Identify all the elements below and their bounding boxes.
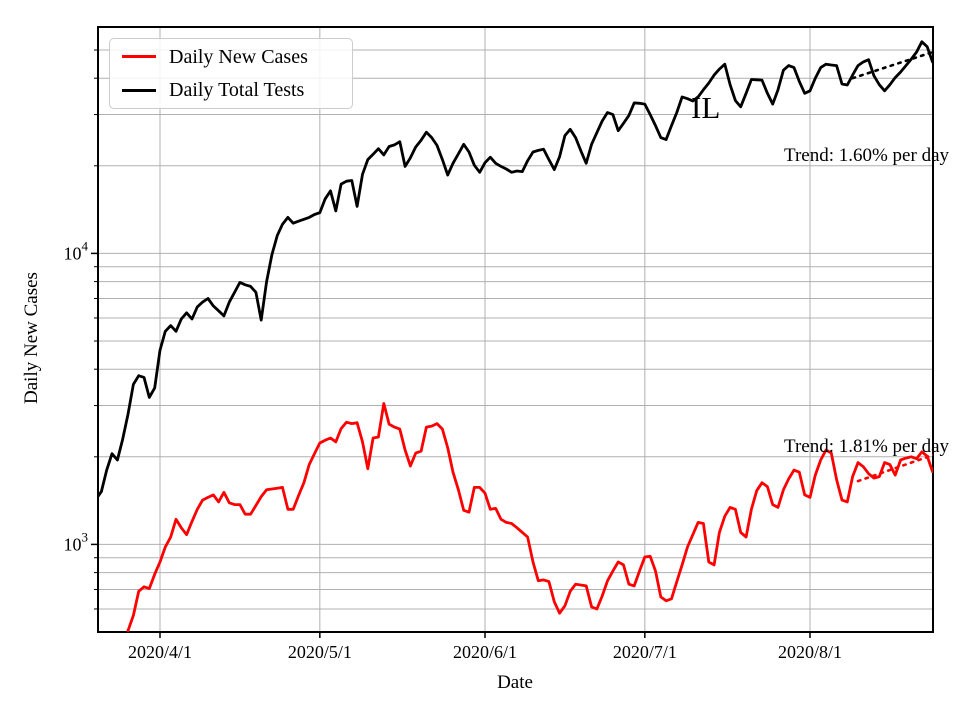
state-annotation: IL [691, 90, 721, 125]
plot-border [97, 26, 934, 633]
trend-label-tests: Trend: 1.60% per day [784, 145, 949, 166]
trend-line [851, 50, 933, 80]
x-tick-label: 2020/8/1 [778, 642, 842, 662]
legend-line-tests [122, 88, 156, 92]
legend: Daily New Cases Daily Total Tests [109, 38, 353, 109]
legend-item-cases: Daily New Cases [110, 41, 352, 73]
daily-new-cases-line [126, 402, 933, 632]
x-tick-label: 2020/7/1 [613, 642, 677, 662]
x-tick-label: 2020/5/1 [288, 642, 352, 662]
x-tick-label: 2020/6/1 [453, 642, 517, 662]
y-tick-label: 104 [64, 238, 89, 263]
legend-line-cases [122, 55, 156, 59]
legend-label-cases: Daily New Cases [169, 45, 308, 68]
x-axis-label: Date [497, 672, 533, 693]
y-axis-label: Daily New Cases [21, 272, 42, 404]
x-tick-label: 2020/4/1 [128, 642, 192, 662]
daily-total-tests-line [98, 40, 933, 499]
trend-label-cases: Trend: 1.81% per day [784, 436, 949, 457]
legend-item-tests: Daily Total Tests [110, 74, 352, 106]
y-tick-label: 103 [64, 529, 89, 554]
legend-label-tests: Daily Total Tests [169, 79, 305, 102]
